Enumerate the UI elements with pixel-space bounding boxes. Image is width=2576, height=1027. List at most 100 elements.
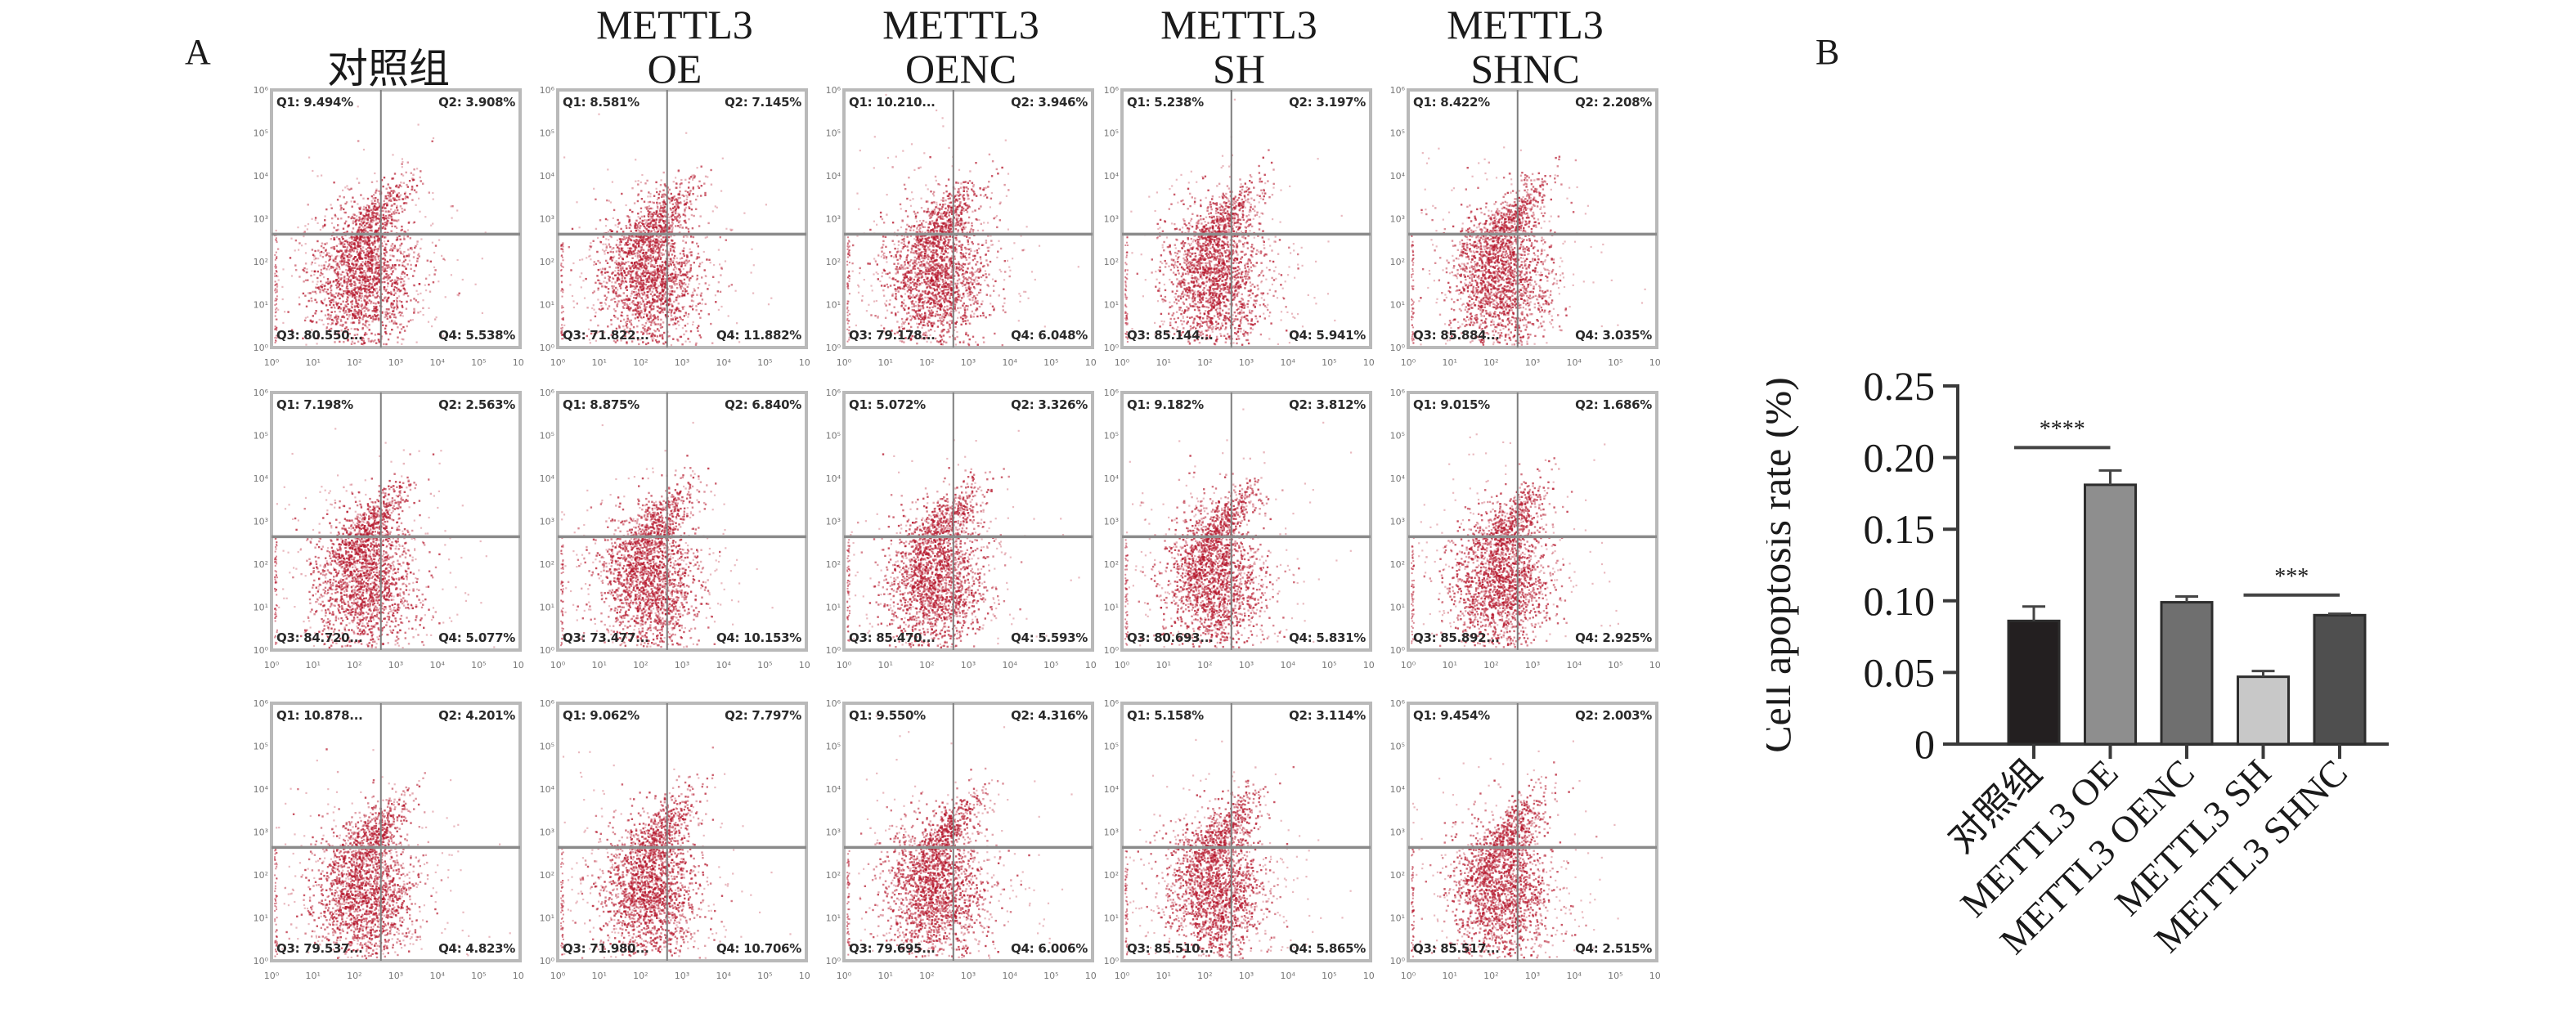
x-tick-label: 10² [919, 971, 934, 981]
y-tick-label: 10⁵ [1104, 742, 1119, 752]
x-tick-label: 10¹ [1442, 971, 1456, 981]
x-tick-label: 10¹ [305, 971, 320, 981]
quadrant-q1-label: Q1: 5.158% [1127, 708, 1204, 723]
y-tick-label: 10⁴ [254, 473, 269, 484]
x-tick-label: 10⁶ [799, 660, 810, 670]
x-tick-label: 10⁰ [1115, 357, 1130, 368]
x-tick-label: 10³ [1239, 971, 1254, 981]
y-tick-label: 10² [1390, 559, 1405, 570]
x-tick-label: 10³ [1239, 357, 1254, 368]
column-header-line: METTL3 [536, 2, 814, 47]
y-tick-label: 10⁴ [1390, 784, 1406, 795]
y-tick-label: 10⁶ [1390, 388, 1406, 398]
y-tick-label: 10⁰ [254, 956, 269, 966]
quadrant-q2-label: Q2: 6.840% [725, 397, 801, 412]
x-tick-label: 10⁶ [1363, 971, 1374, 981]
plot-frame [842, 88, 1094, 349]
quadrant-q3-label: Q3: 85.510... [1127, 941, 1214, 956]
x-tick-label: 10³ [961, 971, 976, 981]
y-tick-label: 10³ [1104, 517, 1119, 527]
y-tick-label: 10⁶ [826, 698, 841, 709]
x-tick-label: 10⁰ [1401, 357, 1416, 368]
x-tick-label: 10² [1197, 971, 1212, 981]
quadrant-q2-label: Q2: 2.003% [1575, 708, 1652, 723]
plot-frame [1407, 702, 1658, 962]
y-tick-label: 10⁰ [1104, 343, 1120, 353]
y-tick-label: 10⁵ [826, 742, 841, 752]
y-tick-label: 10⁴ [254, 784, 269, 795]
x-tick-label: 10¹ [1156, 660, 1170, 670]
y-tick-label: 10⁰ [540, 645, 555, 656]
panel-label-b: B [1815, 31, 1839, 73]
flow-plot-canvas: 10⁰ 10⁰ 10¹ 10¹ 10² 10² 10³ 10³ 10⁴ 10⁴ 10⁵ 10⁵ 10⁶ 1… [826, 388, 1096, 670]
quadrant-q4-label: Q4: 6.006% [1011, 941, 1088, 956]
quadrant-q1-label: Q1: 9.182% [1127, 397, 1204, 412]
quadrant-q3-label: Q3: 85.144... [1127, 328, 1214, 343]
y-tick-label: 10³ [826, 214, 841, 225]
quadrant-q4-label: Q4: 10.153% [716, 630, 801, 645]
y-tick-label: 10⁵ [1104, 431, 1119, 442]
x-tick-label: 10⁰ [264, 971, 280, 981]
y-tick-label: 10⁴ [540, 784, 555, 795]
x-tick-label: 10¹ [305, 660, 320, 670]
column-header-line: 对照组 [249, 46, 527, 92]
quadrant-q3-label: Q3: 85.892... [1413, 630, 1500, 645]
y-tick-label: 10² [1390, 257, 1405, 267]
quadrant-q4-label: Q4: 4.823% [438, 941, 515, 956]
y-tick-label: 10⁰ [1390, 343, 1406, 353]
quadrant-q4-label: Q4: 5.538% [438, 328, 515, 343]
y-tick-label: 10⁵ [1104, 128, 1119, 139]
x-tick-label: 10¹ [877, 357, 892, 368]
x-tick-label: 10⁵ [757, 357, 772, 368]
event-dots [274, 428, 496, 649]
bar [2237, 675, 2290, 746]
y-tick-label: 10⁶ [254, 388, 269, 398]
quadrant-q3-label: Q3: 85.470... [849, 630, 936, 645]
y-tick-label: 10⁴ [254, 171, 269, 182]
quadrant-q3-label: Q3: 84.720... [276, 630, 363, 645]
flow-plot-canvas: 10⁰ 10⁰ 10¹ 10¹ 10² 10² 10³ 10³ 10⁴ 10⁴ 10⁵ 10⁵ 10⁶ 1… [1104, 698, 1374, 981]
x-tick-label: 10¹ [1156, 971, 1170, 981]
y-tick-label: 10¹ [1104, 603, 1119, 613]
y-tick-label: 10³ [826, 517, 841, 527]
y-tick-label: 10³ [1104, 214, 1119, 225]
plot-frame [1407, 88, 1658, 349]
flow-plot-canvas: 10⁰ 10⁰ 10¹ 10¹ 10² 10² 10³ 10³ 10⁴ 10⁴ 10⁵ 10⁵ 10⁶ 1… [254, 85, 523, 368]
flow-plot: 10⁰ 10⁰ 10¹ 10¹ 10² 10² 10³ 10³ 10⁴ 10⁴ 10⁵ 10⁵ 10⁶ 1… [826, 82, 1096, 372]
x-tick-label: 10⁶ [1085, 660, 1096, 670]
y-tick-label: 10² [826, 257, 841, 267]
y-tick-label: 10² [540, 559, 554, 570]
y-tick-label: 10¹ [254, 603, 268, 613]
x-tick-label: 10⁴ [716, 660, 731, 670]
quadrant-q1-label: Q1: 9.454% [1413, 708, 1490, 723]
x-tick-label: 10¹ [305, 357, 320, 368]
y-tick-label: 10² [254, 870, 268, 881]
y-tick-label: 10¹ [254, 300, 268, 311]
x-tick-label: 10¹ [1442, 660, 1456, 670]
y-tick-label: 10⁵ [826, 128, 841, 139]
y-tick-label: 10¹ [1390, 913, 1405, 924]
event-dots [1411, 740, 1619, 959]
x-tick-label: 10⁶ [1363, 357, 1374, 368]
x-tick-label: 10⁵ [757, 971, 772, 981]
x-tick-label: 10⁴ [1280, 971, 1295, 981]
y-tick-label: 10⁴ [826, 171, 841, 182]
y-tick-label: 10² [540, 870, 554, 881]
x-tick-label: 10³ [675, 660, 689, 670]
x-tick-label: 10⁴ [429, 357, 445, 368]
x-tick-label: 10² [1197, 357, 1212, 368]
flow-plot-canvas: 10⁰ 10⁰ 10¹ 10¹ 10² 10² 10³ 10³ 10⁴ 10⁴ 10⁵ 10⁵ 10⁶ 1… [1390, 388, 1660, 670]
y-tick-label: 10³ [1104, 827, 1119, 838]
x-tick-label: 10⁵ [471, 660, 486, 670]
y-tick-label: 10² [1390, 870, 1405, 881]
x-tick-label: 10⁴ [716, 971, 731, 981]
plot-frame [1407, 391, 1658, 652]
x-tick-label: 10⁵ [1322, 971, 1336, 981]
plot-frame [556, 88, 808, 349]
plot-frame [556, 391, 808, 652]
y-tick-label: 10¹ [540, 300, 554, 311]
y-tick-label: 10⁵ [540, 742, 554, 752]
y-tick-label: 10⁶ [1390, 698, 1406, 709]
x-tick-label: 10⁴ [1002, 660, 1017, 670]
x-tick-label: 10⁴ [1566, 971, 1582, 981]
